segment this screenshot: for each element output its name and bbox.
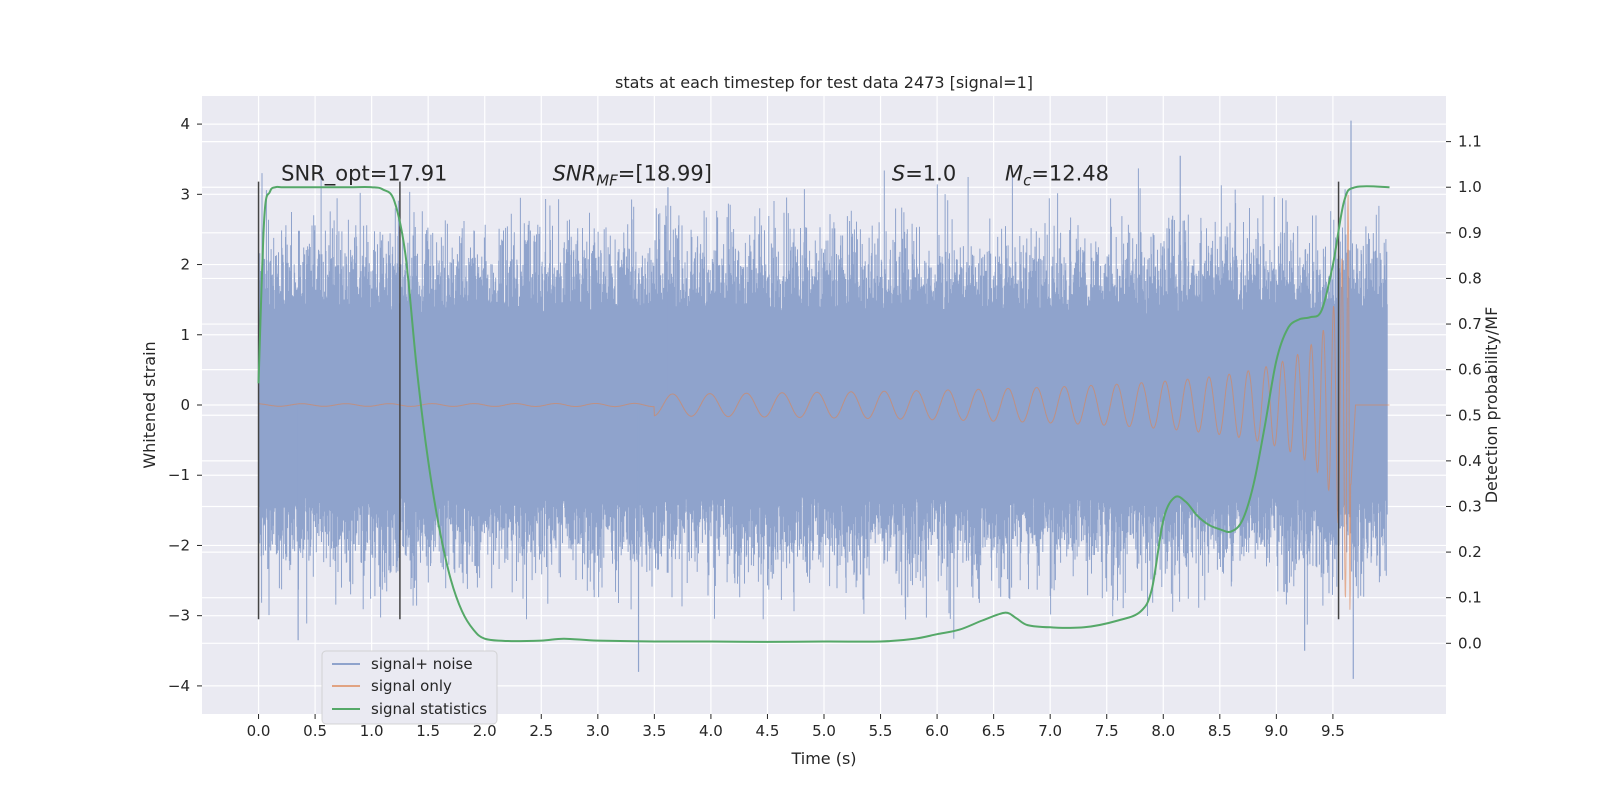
annotations: SNR_opt=17.91 SNRMF=[18.99] S=1.0 Mc=12.48 [281, 161, 1109, 189]
y-tick-label: 2 [180, 256, 190, 274]
y-tick-label: 3 [180, 185, 190, 203]
x-tick-label: 8.5 [1208, 722, 1232, 740]
y2-tick-label: 0.2 [1458, 543, 1482, 561]
legend-label-noise: signal+ noise [371, 655, 473, 673]
x-tick-label: 0.0 [247, 722, 271, 740]
x-tick-label: 8.0 [1151, 722, 1175, 740]
x-tick-label: 4.0 [699, 722, 723, 740]
y2-tick-label: 0.4 [1458, 452, 1482, 470]
legend-label-signal: signal only [371, 677, 452, 695]
x-tick-label: 4.5 [756, 722, 780, 740]
x-ticks: 0.0 0.5 1.0 1.5 2.0 2.5 3.0 3.5 4.0 4.5 5.0 5.5 6.0 6… [247, 714, 1345, 740]
x-tick-label: 5.0 [812, 722, 836, 740]
legend-box [321, 650, 498, 725]
y-ticks: 4 3 2 1 0 −1 −2 −3 −4 [168, 115, 202, 695]
y2-axis-label: Detection probability/MF [1482, 307, 1501, 504]
y2-tick-label: 1.1 [1458, 133, 1482, 151]
y-axis-label: Whitened strain [140, 341, 159, 468]
y2-tick-label: 1.0 [1458, 178, 1482, 196]
x-tick-label: 6.0 [925, 722, 949, 740]
annotation: SNRMF=[18.99] [553, 161, 712, 189]
x-tick-label: 3.5 [642, 722, 666, 740]
signal-plus-noise-series [258, 120, 1388, 679]
y2-tick-label: 0.8 [1458, 269, 1482, 287]
y-tick-label: −2 [168, 536, 190, 554]
chart-title: stats at each timestep for test data 247… [615, 73, 1033, 92]
signal-chirp [258, 194, 1390, 610]
y2-tick-label: 0.6 [1458, 361, 1482, 379]
x-tick-label: 2.5 [529, 722, 553, 740]
y-tick-label: 0 [180, 396, 190, 414]
y2-tick-label: 0.0 [1458, 634, 1482, 652]
y-tick-label: −1 [168, 466, 190, 484]
x-tick-label: 1.0 [360, 722, 384, 740]
y2-tick-label: 0.5 [1458, 406, 1482, 424]
y2-tick-label: 0.7 [1458, 315, 1482, 333]
y-tick-label: −4 [168, 677, 190, 695]
legend-label-stat: signal statistics [371, 700, 487, 718]
y2-tick-label: 0.3 [1458, 497, 1482, 515]
annotation: SNR_opt=17.91 [281, 161, 447, 186]
signal-statistics-line [257, 185, 1390, 643]
x-tick-label: 3.0 [586, 722, 610, 740]
y-tick-label: −3 [168, 607, 190, 625]
x-tick-label: 7.5 [1095, 722, 1119, 740]
y-tick-label: 4 [180, 115, 190, 133]
x-tick-label: 1.5 [416, 722, 440, 740]
y2-tick-label: 0.1 [1458, 589, 1482, 607]
x-tick-label: 9.5 [1321, 722, 1345, 740]
x-tick-label: 5.5 [869, 722, 893, 740]
y-tick-label: 1 [180, 326, 190, 344]
x-axis-label: Time (s) [790, 749, 856, 768]
annotation: Mc=12.48 [1005, 161, 1109, 189]
legend: signal+ noise signal only signal statist… [321, 650, 498, 725]
y2-ticks: 1.1 1.0 0.9 0.8 0.7 0.6 0.5 0.4 0.3 0.2 0.1 0.0 [1446, 133, 1482, 652]
x-tick-label: 7.0 [1038, 722, 1062, 740]
x-tick-label: 0.5 [303, 722, 327, 740]
y2-tick-label: 0.9 [1458, 224, 1482, 242]
signal-only-series [258, 194, 1390, 610]
annotation: S=1.0 [892, 161, 956, 185]
vertical-markers [257, 181, 1340, 620]
x-tick-label: 9.0 [1264, 722, 1288, 740]
x-tick-label: 2.0 [473, 722, 497, 740]
x-tick-label: 6.5 [982, 722, 1006, 740]
